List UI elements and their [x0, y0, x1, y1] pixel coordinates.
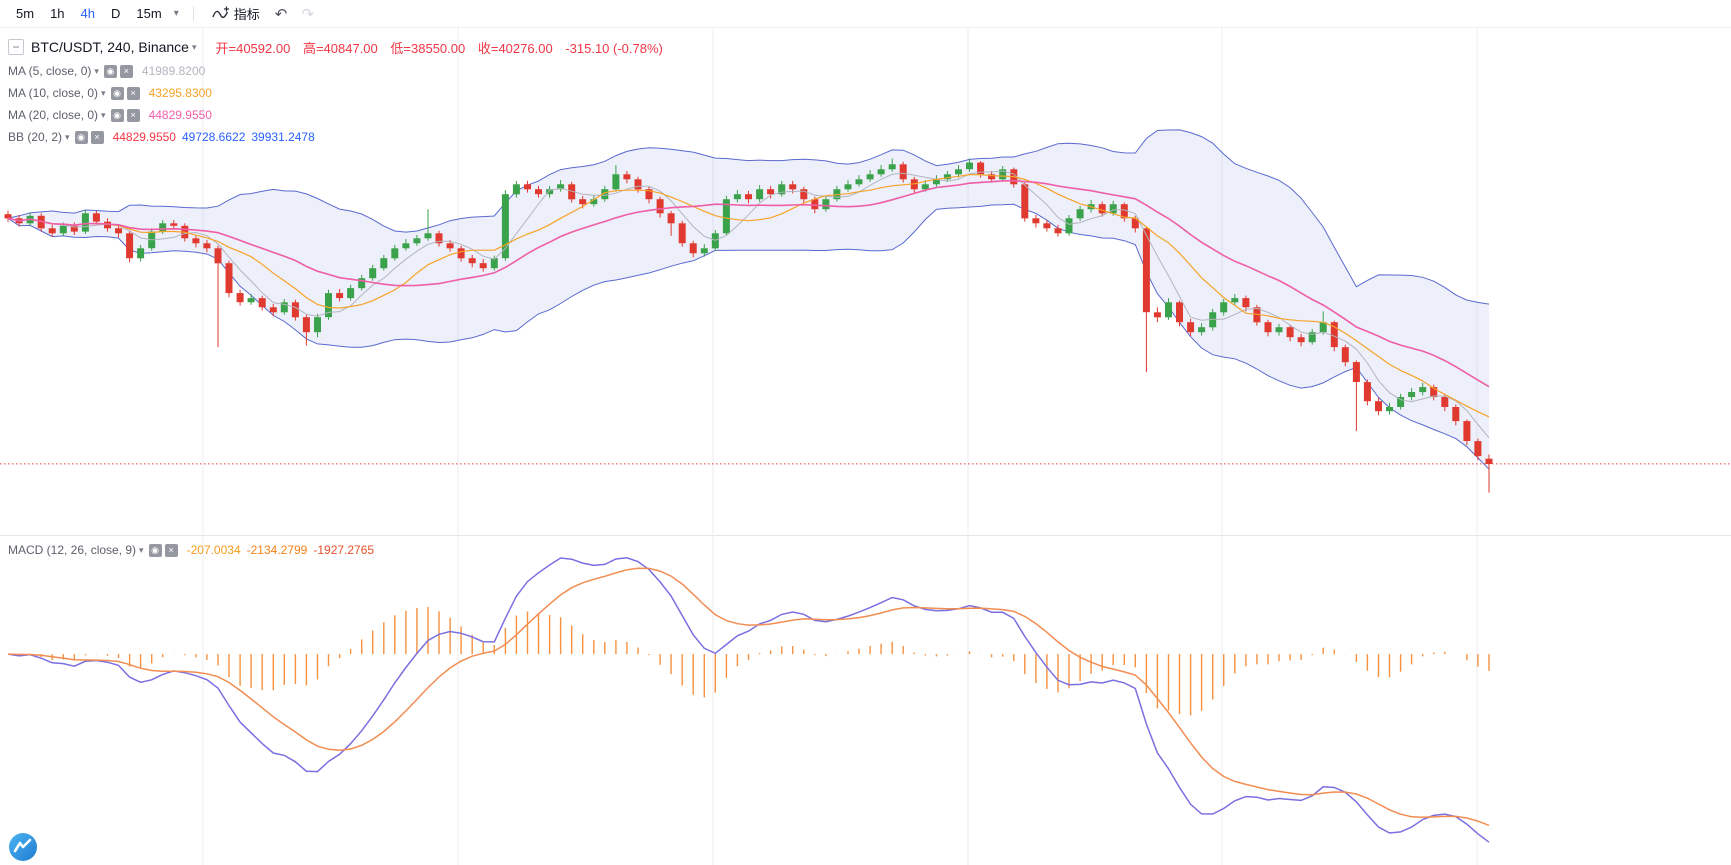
close-icon[interactable]: × — [126, 108, 140, 122]
chevron-down-icon: ▾ — [101, 87, 106, 98]
eye-icon[interactable]: ◉ — [103, 64, 117, 78]
ma20-legend-row: MA (20, close, 0) ▾ ◉ × 44829.9550 — [8, 106, 212, 124]
ohlc-low: 低=38550.00 — [390, 40, 466, 56]
undo-icon[interactable]: ↶ — [268, 5, 295, 23]
macd-chart-canvas[interactable] — [0, 535, 1731, 865]
chevron-down-icon: ▾ — [191, 41, 197, 52]
indicators-label: 指标 — [233, 7, 260, 22]
close-icon[interactable]: × — [164, 543, 178, 557]
macd-signal-value: -1927.2765 — [313, 543, 375, 557]
eye-icon[interactable]: ◉ — [74, 130, 88, 144]
ma10-label[interactable]: MA (10, close, 0) — [8, 86, 99, 100]
ma5-value: 41989.8200 — [141, 64, 206, 78]
tradingview-logo-icon — [9, 833, 37, 861]
macd-label[interactable]: MACD (12, 26, close, 9) — [8, 543, 137, 557]
close-icon[interactable]: × — [119, 64, 133, 78]
macd-histogram-value: -207.0034 — [186, 543, 241, 557]
chevron-down-icon: ▾ — [101, 109, 106, 120]
bb-legend-row: BB (20, 2) ▾ ◉ × 44829.9550 49728.6622 3… — [8, 128, 315, 146]
close-icon[interactable]: × — [126, 86, 140, 100]
timeframe-5m-button[interactable]: 5m — [8, 4, 42, 23]
ma20-value: 44829.9550 — [148, 108, 212, 122]
indicator-squiggle-icon — [212, 6, 229, 19]
bb-upper-value: 49728.6622 — [181, 130, 246, 144]
indicators-button[interactable]: 指标 — [204, 2, 268, 25]
chevron-down-icon: ▾ — [139, 544, 144, 555]
collapse-icon[interactable]: − — [8, 39, 24, 55]
bb-lower-value: 39931.2478 — [251, 130, 315, 144]
chevron-down-icon: ▾ — [94, 65, 99, 76]
chevron-down-icon: ▾ — [65, 131, 70, 142]
chart-toolbar: 5m 1h 4h D 15m ▾ 指标 ↶ ↷ — [0, 0, 1731, 28]
bb-basis-value: 44829.9550 — [112, 130, 176, 144]
timeframe-15m-button[interactable]: 15m — [128, 4, 169, 23]
ohlc-close: 收=40276.00 — [477, 40, 553, 56]
eye-icon[interactable]: ◉ — [148, 543, 162, 557]
ma5-legend-row: MA (5, close, 0) ▾ ◉ × 41989.8200 — [8, 62, 205, 80]
timeframe-1h-button[interactable]: 1h — [42, 4, 72, 23]
ohlc-high: 高=40847.00 — [302, 40, 378, 56]
ma10-legend-row: MA (10, close, 0) ▾ ◉ × 43295.8300 — [8, 84, 212, 102]
ma5-label[interactable]: MA (5, close, 0) — [8, 64, 92, 78]
bb-label[interactable]: BB (20, 2) — [8, 130, 63, 144]
close-icon[interactable]: × — [90, 130, 104, 144]
ohlc-open: 开=40592.00 — [215, 40, 291, 56]
eye-icon[interactable]: ◉ — [110, 108, 124, 122]
toolbar-divider — [192, 6, 194, 21]
timeframe-d-button[interactable]: D — [103, 4, 128, 23]
timeframe-4h-button[interactable]: 4h — [73, 4, 103, 23]
ohlc-change: -315.10 (-0.78%) — [565, 40, 663, 56]
tradingview-logo[interactable] — [8, 832, 38, 862]
eye-icon[interactable]: ◉ — [110, 86, 124, 100]
ma20-label[interactable]: MA (20, close, 0) — [8, 108, 99, 122]
macd-legend-row: MACD (12, 26, close, 9) ▾ ◉ × -207.0034 … — [8, 541, 374, 559]
ma10-value: 43295.8300 — [148, 86, 212, 100]
price-chart-canvas[interactable] — [0, 28, 1731, 535]
redo-icon[interactable]: ↷ — [294, 5, 321, 23]
symbol-title[interactable]: BTC/USDT, 240, Binance — [31, 39, 189, 55]
timeframe-dropdown-chevron-icon[interactable]: ▾ — [170, 6, 183, 21]
symbol-legend-row: − BTC/USDT, 240, Binance ▾ 开=40592.00 高=… — [8, 38, 672, 56]
ohlc-readout: 开=40592.00 高=40847.00 低=38550.00 收=40276… — [216, 38, 672, 57]
macd-line-value: -2134.2799 — [246, 543, 308, 557]
